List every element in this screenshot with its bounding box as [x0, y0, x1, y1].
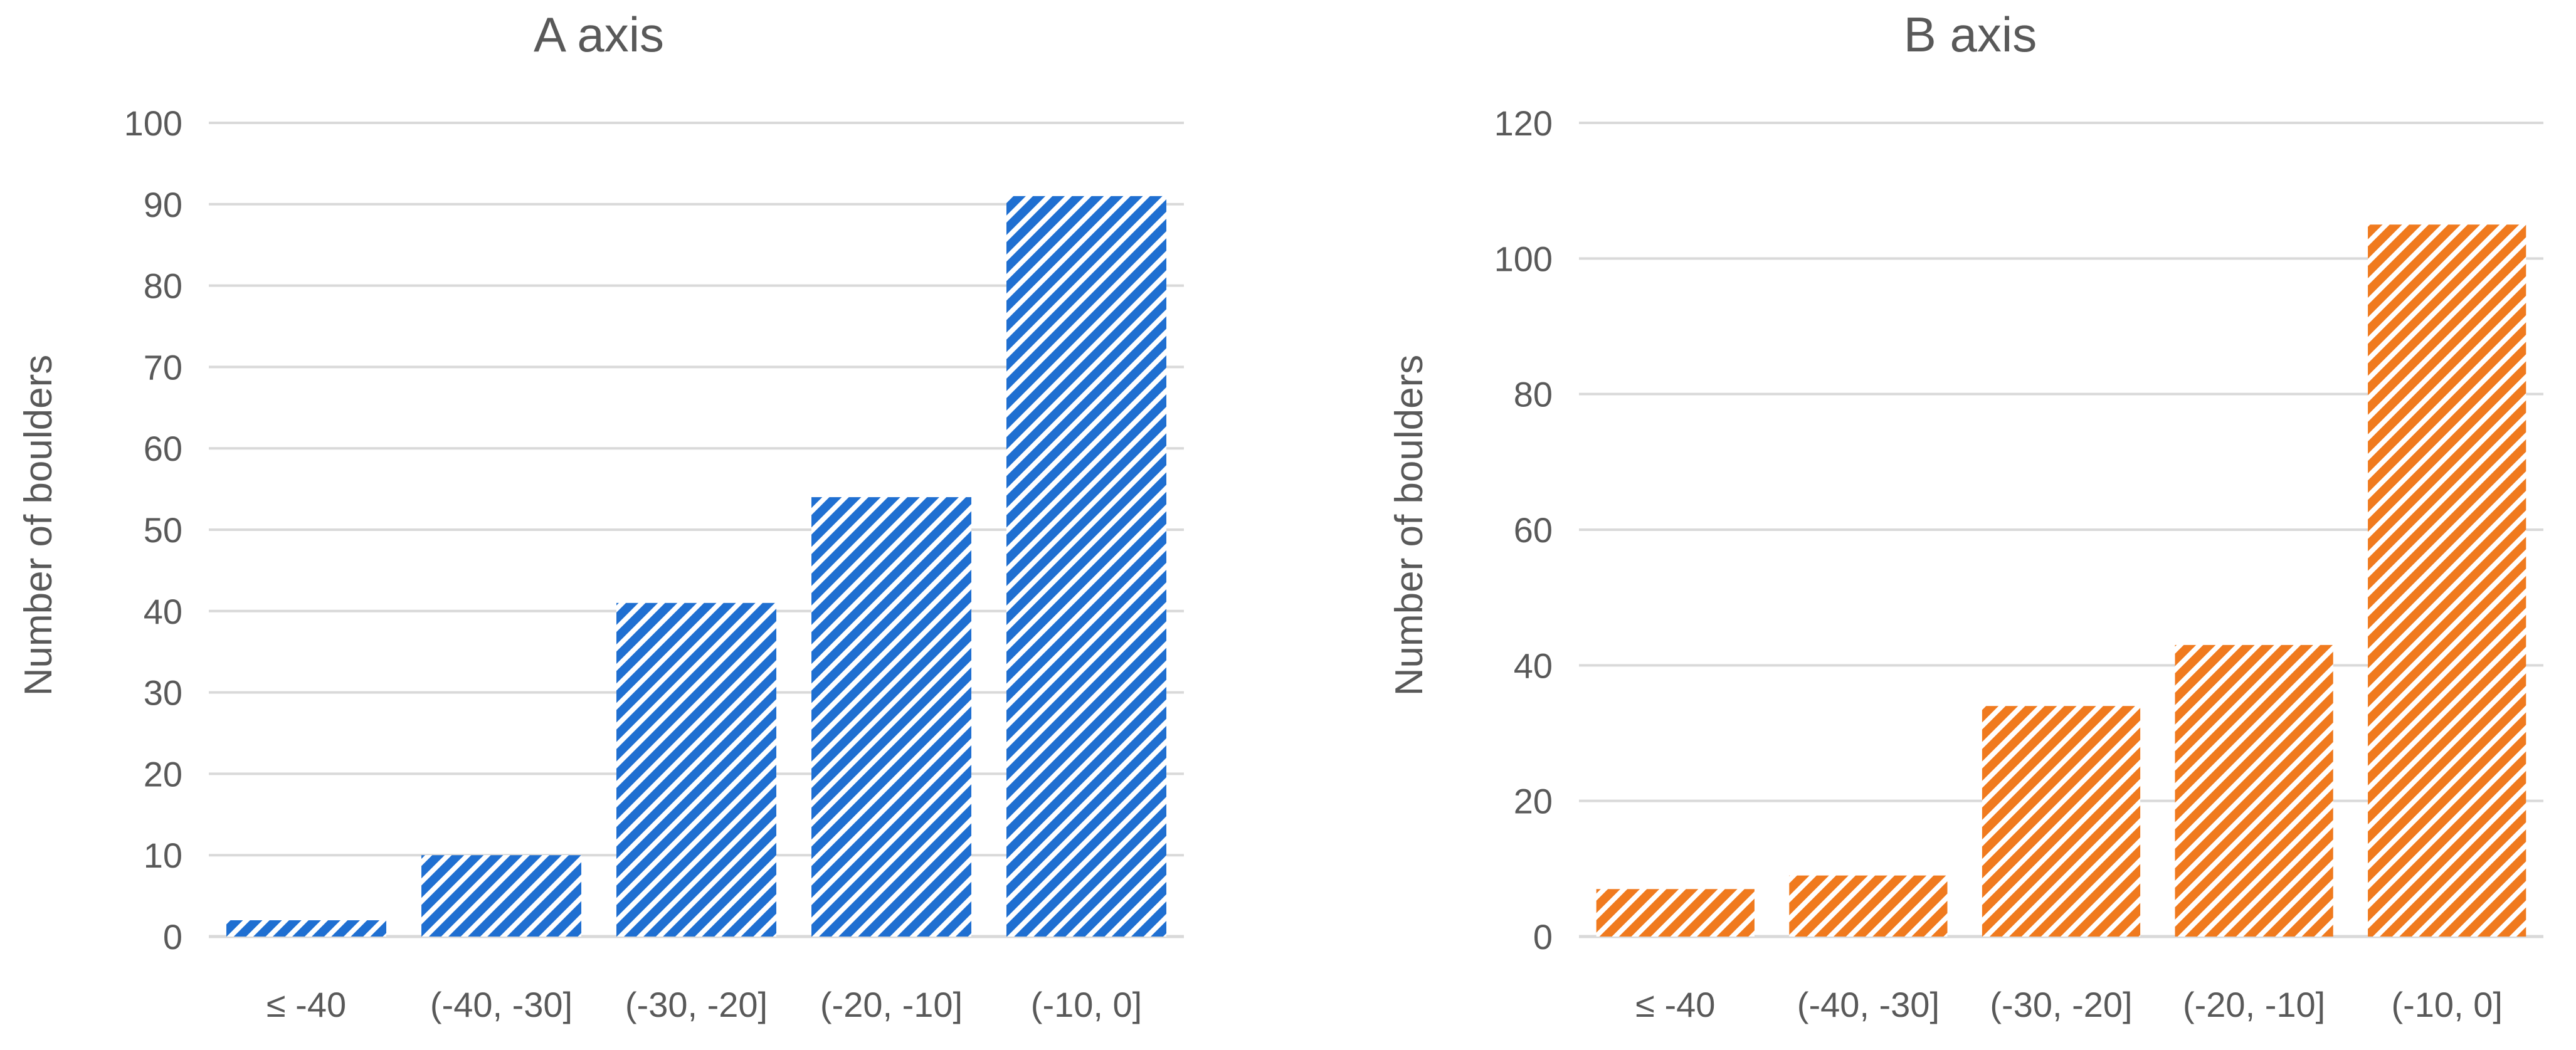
chart-b-bars — [1596, 224, 2526, 937]
chart-a-y-tick-label: 20 — [144, 754, 182, 794]
chart-b-category-label: (-10, 0] — [2391, 985, 2502, 1024]
chart-b-bar — [1789, 875, 1948, 937]
chart-b-bar — [1596, 889, 1755, 937]
chart-b-y-tick-labels: 0 20 40 60 80 100 120 — [1494, 103, 1553, 957]
chart-b-category-labels: ≤ -40 (-40, -30] (-30, -20] (-20, -10] (-10,… — [1635, 985, 2503, 1024]
chart-b-category-label: (-30, -20] — [1990, 985, 2132, 1024]
chart-a-y-tick-label: 40 — [144, 592, 182, 631]
chart-b: B axis Number of boulders 0 20 40 60 80 100 12… — [1388, 7, 2543, 1024]
chart-a-title: A axis — [534, 7, 664, 62]
chart-a-y-tick-label: 30 — [144, 673, 182, 713]
chart-a-bar — [811, 497, 972, 937]
chart-a-category-label: ≤ -40 — [267, 985, 346, 1024]
chart-a-category-label: (-40, -30] — [430, 985, 573, 1024]
chart-a-bar — [616, 602, 777, 937]
chart-a-category-labels: ≤ -40 (-40, -30] (-30, -20] (-20, -10] (-10,… — [267, 985, 1142, 1024]
chart-a-category-label: (-10, 0] — [1031, 985, 1142, 1024]
chart-a-bar — [1006, 196, 1167, 937]
chart-b-ylabel: Number of boulders — [1388, 355, 1431, 696]
chart-b-title: B axis — [1904, 7, 2037, 62]
chart-a-y-tick-label: 100 — [124, 103, 182, 143]
chart-a-bar — [421, 855, 582, 937]
chart-b-y-tick-label: 40 — [1514, 646, 1553, 685]
chart-b-y-tick-label: 0 — [1533, 917, 1553, 957]
chart-b-y-tick-label: 60 — [1514, 510, 1553, 550]
chart-a-y-tick-label: 50 — [144, 510, 182, 550]
chart-b-y-tick-label: 100 — [1494, 239, 1553, 278]
chart-a-category-label: (-30, -20] — [625, 985, 768, 1024]
chart-b-bar — [2175, 644, 2333, 937]
chart-b-category-label: (-40, -30] — [1797, 985, 1940, 1024]
chart-b-bar — [2368, 224, 2526, 937]
chart-a-y-tick-labels: 0 10 20 30 40 50 60 70 80 90 100 — [124, 103, 182, 957]
chart-b-category-label: (-20, -10] — [2183, 985, 2325, 1024]
chart-a-y-tick-label: 70 — [144, 347, 182, 387]
chart-a-category-label: (-20, -10] — [820, 985, 963, 1024]
chart-b-bar — [1982, 706, 2141, 937]
chart-b-y-tick-label: 120 — [1494, 103, 1553, 143]
chart-a-ylabel: Number of boulders — [17, 355, 60, 696]
chart-a-y-tick-label: 0 — [163, 917, 182, 957]
chart-a-bar — [226, 920, 387, 937]
chart-a: A axis Number of boulders 0 10 20 30 40 50 60 7… — [17, 7, 1184, 1024]
chart-a-y-tick-label: 80 — [144, 266, 182, 306]
chart-a-y-tick-label: 10 — [144, 836, 182, 875]
chart-a-y-tick-label: 90 — [144, 185, 182, 224]
chart-b-category-label: ≤ -40 — [1635, 985, 1715, 1024]
chart-b-y-tick-label: 80 — [1514, 375, 1553, 414]
chart-a-y-tick-label: 60 — [144, 429, 182, 468]
chart-a-bars — [226, 196, 1167, 937]
chart-b-y-tick-label: 20 — [1514, 782, 1553, 821]
